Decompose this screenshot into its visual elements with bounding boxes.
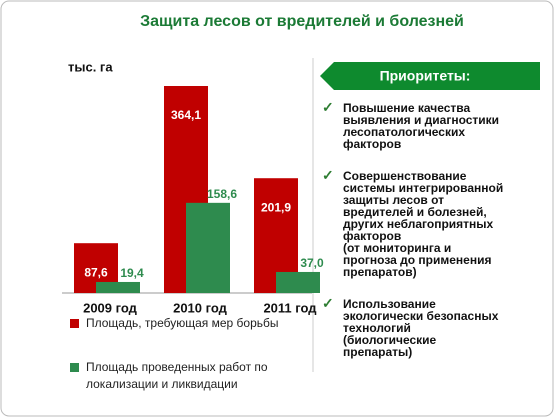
value-label: 37,0 bbox=[300, 256, 324, 270]
chart-title: Защита лесов от вредителей и болезней bbox=[140, 13, 464, 30]
y-axis-label: тыс. га bbox=[68, 59, 113, 74]
value-label: 158,6 bbox=[207, 187, 237, 201]
legend-swatch bbox=[70, 319, 79, 328]
bar bbox=[96, 281, 140, 293]
value-label: 201,9 bbox=[261, 200, 291, 214]
legend-label: Площадь, требующая мер борьбы bbox=[86, 316, 279, 330]
value-label: 364,1 bbox=[171, 108, 201, 122]
legend-label: Площадь проведенных работ по локализации… bbox=[86, 360, 268, 391]
x-tick-label: 2009 год bbox=[83, 300, 138, 315]
bar bbox=[186, 202, 230, 293]
bar bbox=[276, 271, 320, 293]
x-tick-label: 2010 год bbox=[173, 300, 228, 315]
value-label: 87,6 bbox=[84, 265, 108, 279]
priority-item: Использование экологически безопасных те… bbox=[343, 297, 499, 359]
check-icon: ✓ bbox=[322, 295, 334, 311]
priorities-banner bbox=[320, 62, 540, 90]
check-icon: ✓ bbox=[322, 99, 334, 115]
priority-item: Совершенствование системы интегрированно… bbox=[343, 169, 504, 279]
check-icon: ✓ bbox=[322, 167, 334, 183]
priorities-title: Приоритеты: bbox=[380, 68, 471, 84]
x-tick-label: 2011 год bbox=[263, 300, 317, 315]
priority-item: Повышение качества выявления и диагности… bbox=[343, 101, 500, 151]
value-label: 19,4 bbox=[120, 266, 144, 280]
legend-swatch bbox=[70, 363, 79, 372]
